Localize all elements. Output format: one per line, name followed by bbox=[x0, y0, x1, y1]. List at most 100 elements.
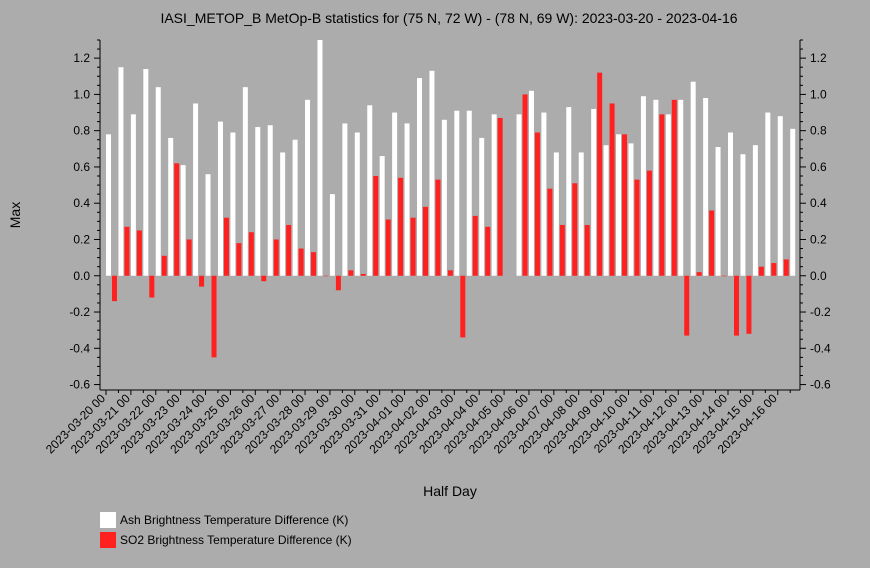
ash-bar-47 bbox=[690, 81, 696, 276]
so2-bar-37 bbox=[572, 183, 578, 276]
ash-bar-35 bbox=[541, 112, 547, 276]
so2-bar-25 bbox=[423, 206, 428, 276]
so2-bar-17 bbox=[323, 275, 329, 277]
y-tick-label-right-8: 1.0 bbox=[810, 87, 827, 101]
y-tick-label-left-3: 0.0 bbox=[73, 269, 90, 283]
so2-bar-18 bbox=[335, 275, 341, 291]
so2-bar-40 bbox=[609, 103, 615, 276]
so2-bar-33 bbox=[522, 94, 528, 276]
ash-bar-26 bbox=[429, 70, 435, 276]
so2-bar-30 bbox=[485, 226, 491, 276]
y-tick-label-right-2: -0.2 bbox=[810, 305, 831, 319]
ash-bar-30 bbox=[479, 137, 485, 276]
ash-bar-1 bbox=[118, 67, 124, 276]
ash-bar-23 bbox=[392, 112, 398, 276]
so2-bar-23 bbox=[398, 177, 404, 276]
ash-bar-40 bbox=[603, 145, 609, 276]
ash-bar-36 bbox=[553, 152, 559, 276]
ash-bar-45 bbox=[665, 114, 671, 276]
so2-bar-0 bbox=[112, 275, 117, 302]
ash-bar-33 bbox=[516, 114, 522, 276]
ash-bar-25 bbox=[417, 78, 422, 276]
ash-bar-50 bbox=[728, 132, 733, 276]
y-tick-label-right-9: 1.2 bbox=[810, 51, 827, 65]
ash-bar-10 bbox=[230, 132, 236, 276]
ash-bar-19 bbox=[342, 123, 348, 276]
ash-bar-54 bbox=[777, 116, 783, 276]
so2-bar-39 bbox=[597, 72, 603, 276]
ash-bar-49 bbox=[715, 146, 721, 276]
ash-bar-12 bbox=[255, 127, 261, 276]
ash-bar-39 bbox=[591, 108, 597, 276]
ash-bar-14 bbox=[280, 152, 286, 276]
ash-bar-46 bbox=[678, 99, 684, 276]
y-tick-label-right-3: 0.0 bbox=[810, 269, 827, 283]
ash-bar-48 bbox=[703, 98, 709, 276]
y-tick-label-left-7: 0.8 bbox=[73, 124, 90, 138]
so2-bar-22 bbox=[385, 219, 391, 276]
so2-bar-21 bbox=[373, 176, 379, 276]
ash-bar-20 bbox=[354, 132, 360, 276]
so2-bar-35 bbox=[547, 188, 553, 276]
chart-title: IASI_METOP_B MetOp-B statistics for (75 … bbox=[160, 10, 737, 26]
so2-bar-5 bbox=[174, 163, 180, 276]
so2-bar-9 bbox=[223, 217, 229, 276]
so2-bar-26 bbox=[435, 179, 441, 276]
ash-bar-24 bbox=[404, 123, 410, 276]
ash-bar-41 bbox=[616, 134, 622, 276]
so2-bar-24 bbox=[410, 217, 416, 276]
y-tick-label-right-0: -0.6 bbox=[810, 378, 831, 392]
so2-bar-13 bbox=[273, 239, 279, 276]
so2-bar-6 bbox=[186, 239, 192, 276]
legend-label-so2: SO2 Brightness Temperature Difference (K… bbox=[120, 533, 352, 547]
so2-bar-1 bbox=[124, 226, 130, 276]
so2-bar-20 bbox=[360, 273, 366, 276]
so2-bar-16 bbox=[311, 252, 317, 276]
so2-bar-8 bbox=[211, 275, 217, 358]
so2-bar-53 bbox=[771, 263, 777, 276]
ash-bar-27 bbox=[441, 119, 447, 276]
ash-bar-4 bbox=[155, 87, 161, 276]
so2-bar-47 bbox=[696, 272, 702, 276]
ash-bar-22 bbox=[379, 156, 385, 276]
so2-bar-12 bbox=[261, 275, 267, 282]
so2-bar-11 bbox=[248, 232, 254, 276]
x-axis-label: Half Day bbox=[423, 483, 477, 499]
y-tick-label-left-5: 0.4 bbox=[73, 196, 90, 210]
so2-bar-27 bbox=[447, 270, 453, 276]
y-tick-label-right-7: 0.8 bbox=[810, 124, 827, 138]
legend-swatch-so2 bbox=[100, 532, 116, 548]
so2-bar-14 bbox=[286, 224, 292, 276]
so2-bar-29 bbox=[472, 215, 478, 276]
ash-bar-42 bbox=[628, 143, 634, 276]
ash-bar-52 bbox=[752, 145, 758, 276]
so2-bar-44 bbox=[659, 114, 665, 276]
so2-bar-38 bbox=[584, 224, 590, 276]
ash-bar-53 bbox=[765, 112, 771, 276]
y-tick-label-right-1: -0.4 bbox=[810, 341, 831, 355]
y-tick-label-left-8: 1.0 bbox=[73, 87, 90, 101]
so2-bar-31 bbox=[497, 117, 503, 276]
ash-bar-37 bbox=[566, 107, 572, 276]
so2-bar-3 bbox=[149, 275, 155, 298]
ash-bar-13 bbox=[267, 125, 273, 276]
y-tick-label-left-1: -0.4 bbox=[69, 341, 90, 355]
so2-bar-10 bbox=[236, 243, 242, 276]
y-axis-label: Max bbox=[7, 202, 23, 228]
y-tick-label-left-0: -0.6 bbox=[69, 378, 90, 392]
plot-area: -0.6 -0.6 -0.4 -0.4 -0.2 -0.2 0.0 0.0 0.2 0.2 0.4 0… bbox=[43, 39, 831, 456]
so2-bar-43 bbox=[646, 170, 652, 276]
y-tick-label-left-9: 1.2 bbox=[73, 51, 90, 65]
ash-bar-38 bbox=[578, 152, 584, 276]
ash-bar-34 bbox=[528, 90, 534, 276]
legend-item-so2: SO2 Brightness Temperature Difference (K… bbox=[100, 532, 352, 548]
legend: Ash Brightness Temperature Difference (K… bbox=[100, 512, 352, 552]
ash-bar-5 bbox=[168, 137, 174, 276]
so2-bar-46 bbox=[684, 275, 690, 336]
so2-bar-34 bbox=[534, 132, 540, 276]
so2-bar-4 bbox=[161, 255, 167, 276]
legend-swatch-ash bbox=[100, 512, 116, 528]
ash-bar-44 bbox=[653, 99, 659, 276]
ash-bar-16 bbox=[305, 99, 311, 276]
